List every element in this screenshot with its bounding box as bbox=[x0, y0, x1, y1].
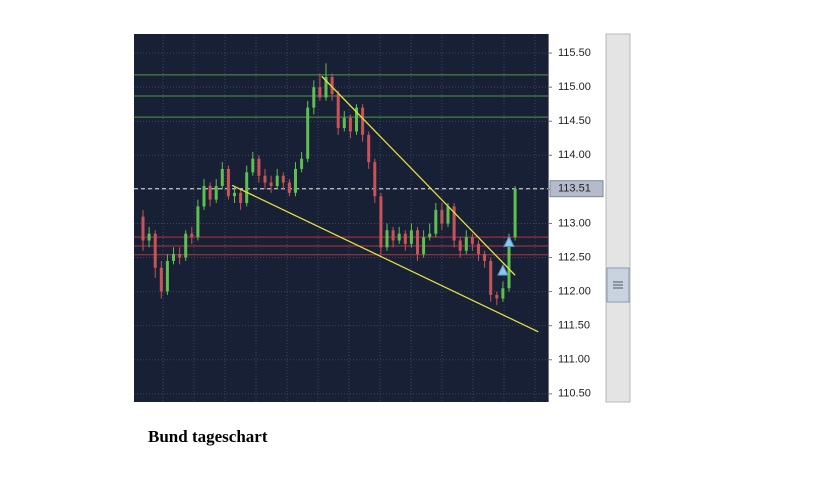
candle-body bbox=[477, 243, 480, 255]
signal-arrow bbox=[497, 264, 509, 276]
candle-body bbox=[501, 288, 505, 299]
candle-body bbox=[178, 254, 182, 258]
candle-body bbox=[312, 87, 316, 108]
candle-body bbox=[263, 175, 267, 183]
candle-body bbox=[318, 87, 322, 98]
candle-body bbox=[495, 295, 499, 299]
candle-body bbox=[287, 182, 291, 193]
y-tick-label: 112.00 bbox=[558, 286, 591, 298]
candle-body bbox=[190, 233, 194, 238]
candle-body bbox=[184, 233, 188, 258]
candle-body bbox=[348, 117, 352, 132]
y-tick-label: 110.50 bbox=[558, 388, 591, 400]
candle-body bbox=[251, 158, 255, 173]
last-price-label: 113.51 bbox=[558, 183, 591, 195]
candle-body bbox=[361, 107, 365, 135]
candle-body bbox=[452, 206, 456, 241]
scrollbar-track bbox=[605, 33, 631, 403]
chart-title: Bund tageschart bbox=[148, 427, 268, 446]
candle-body bbox=[281, 175, 285, 183]
candle-body bbox=[245, 172, 249, 204]
candle-body bbox=[379, 196, 383, 248]
candle-body bbox=[275, 175, 279, 186]
y-tick-label: 111.00 bbox=[558, 354, 590, 366]
candle-body bbox=[458, 240, 462, 251]
y-tick-label: 111.50 bbox=[558, 320, 590, 332]
signal-arrow bbox=[503, 235, 515, 248]
candle-body bbox=[153, 233, 157, 268]
trendline bbox=[231, 184, 539, 333]
y-tick-label: 112.50 bbox=[558, 251, 591, 263]
candle-body bbox=[172, 254, 175, 261]
candle-body bbox=[226, 168, 230, 197]
candle-body bbox=[300, 158, 304, 169]
candle-body bbox=[422, 237, 426, 255]
y-tick-label: 115.00 bbox=[558, 81, 591, 93]
y-tick-label: 113.00 bbox=[558, 217, 591, 229]
price-axis bbox=[548, 34, 605, 402]
candle-body bbox=[239, 192, 243, 204]
trendline bbox=[321, 75, 516, 276]
candle-body bbox=[220, 168, 224, 186]
candle-body bbox=[416, 230, 419, 255]
candle-body bbox=[397, 233, 401, 241]
candle-body bbox=[428, 233, 432, 238]
candle-body bbox=[403, 233, 407, 244]
candle-body bbox=[214, 185, 218, 200]
candle-body bbox=[513, 188, 517, 238]
scrollbar bbox=[605, 33, 631, 403]
candle-body bbox=[409, 230, 413, 244]
candle-body bbox=[306, 107, 310, 159]
candle-body bbox=[141, 216, 145, 241]
candle-body bbox=[373, 162, 377, 197]
candle-body bbox=[196, 206, 200, 238]
candle-body bbox=[342, 117, 346, 129]
candle-body bbox=[165, 260, 169, 292]
candle-body bbox=[233, 192, 236, 197]
plot-area bbox=[134, 34, 548, 402]
candle-body bbox=[257, 158, 261, 176]
candle-body bbox=[391, 230, 395, 241]
candle-body bbox=[507, 237, 511, 289]
candle-body bbox=[464, 237, 468, 251]
candle-body bbox=[446, 206, 450, 224]
candle-body bbox=[355, 107, 358, 132]
candle-body bbox=[269, 182, 273, 186]
candle-body bbox=[147, 233, 151, 241]
candle-body bbox=[324, 76, 328, 98]
candle-body bbox=[483, 254, 487, 261]
y-tick-label: 114.50 bbox=[558, 115, 591, 127]
candle-body bbox=[202, 185, 206, 207]
last-price-box bbox=[549, 180, 604, 198]
candle-body bbox=[336, 93, 340, 129]
candle-body bbox=[294, 168, 297, 193]
vertical-grid bbox=[162, 34, 536, 402]
candle-body bbox=[470, 237, 474, 244]
y-tick-label: 115.50 bbox=[558, 47, 591, 59]
candle-body bbox=[440, 209, 444, 224]
candle-body bbox=[385, 230, 389, 248]
candle-body bbox=[434, 209, 438, 234]
candle-body bbox=[208, 185, 212, 200]
candle-body bbox=[367, 134, 371, 163]
y-tick-label: 114.00 bbox=[558, 149, 591, 161]
candle-body bbox=[330, 76, 334, 94]
chart-layer: 110.50 111.00 111.50 112.00 112.50 113.00 113.… bbox=[134, 47, 604, 400]
candle-body bbox=[159, 267, 163, 292]
candle-body bbox=[489, 260, 493, 296]
